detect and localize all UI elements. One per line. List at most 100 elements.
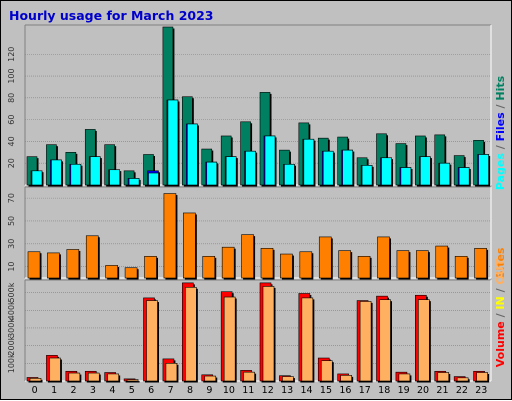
out-bar xyxy=(204,375,217,382)
panel-1-y-tick-label: 60 xyxy=(7,115,16,125)
x-tick-label: 22 xyxy=(456,385,468,396)
hits-bar xyxy=(400,167,412,186)
out-bar xyxy=(437,372,450,382)
legend-sites: Sites xyxy=(494,247,507,278)
out-bar xyxy=(185,287,197,382)
x-tick-label: 2 xyxy=(71,385,77,396)
x-tick-label: 17 xyxy=(359,385,371,396)
hits-bar xyxy=(187,123,198,186)
sites-bar xyxy=(357,256,371,279)
hits-bar xyxy=(322,150,334,186)
hits-bar xyxy=(264,135,276,186)
x-tick-label: 13 xyxy=(281,385,293,396)
hits-bar xyxy=(361,165,373,186)
panel-1-background xyxy=(25,25,491,185)
x-tick-label: 19 xyxy=(398,385,410,396)
legend-separator: / xyxy=(494,101,507,113)
x-tick-label: 23 xyxy=(475,385,487,396)
panel-2-y-tick-label: 30 xyxy=(7,239,16,249)
hits-bar xyxy=(284,163,295,186)
out-bar xyxy=(301,297,314,382)
legend-volume: Volume xyxy=(494,321,507,367)
panel-3-background xyxy=(25,280,491,381)
sites-bar xyxy=(260,248,274,279)
sites-bar xyxy=(124,267,138,279)
sites-bar xyxy=(241,234,254,279)
sites-bar xyxy=(396,250,410,279)
sites-bar xyxy=(163,193,177,279)
sites-bar xyxy=(47,252,60,279)
x-tick-label: 10 xyxy=(223,385,235,396)
legend-separator: / xyxy=(494,141,507,153)
out-bar xyxy=(476,372,488,382)
x-tick-label: 14 xyxy=(300,385,312,396)
out-bar xyxy=(320,360,333,382)
panel-3-y-tick-label: 100k xyxy=(7,353,16,373)
out-bar xyxy=(340,375,352,382)
legend-pages-files-hits: Pages / Files / Hits xyxy=(494,75,507,190)
out-bar xyxy=(68,372,81,382)
legend-separator: / xyxy=(494,285,507,297)
legend-pages: Pages xyxy=(494,153,507,191)
out-bar xyxy=(398,373,411,382)
hits-bar xyxy=(206,161,218,186)
x-tick-label: 21 xyxy=(436,385,448,396)
x-tick-label: 9 xyxy=(206,385,212,396)
hits-bar xyxy=(420,156,431,186)
hits-bar xyxy=(225,156,237,186)
x-tick-label: 11 xyxy=(242,385,254,396)
hits-bar xyxy=(245,150,256,186)
out-bar xyxy=(418,299,430,382)
x-tick-label: 4 xyxy=(109,385,115,396)
sites-bar xyxy=(318,236,332,279)
x-tick-label: 1 xyxy=(51,385,57,396)
hits-bar xyxy=(51,159,62,186)
panel-2-y-tick-label: 70 xyxy=(7,193,16,203)
sites-bar xyxy=(435,245,449,279)
sites-bar xyxy=(377,236,390,279)
out-bar xyxy=(223,296,236,382)
panel-1-y-tick-label: 20 xyxy=(7,158,16,168)
legend-in: IN xyxy=(494,296,507,309)
sites-bar xyxy=(299,251,313,279)
panel-1-y-tick-label: 40 xyxy=(7,136,16,146)
hits-bar xyxy=(148,172,159,186)
panel-1-y-tick-label: 80 xyxy=(7,93,16,103)
hits-bar xyxy=(89,156,101,186)
panel-1-y-tick-label: 120 xyxy=(7,47,16,62)
x-tick-label: 0 xyxy=(32,385,38,396)
x-tick-label: 6 xyxy=(148,385,154,396)
out-bar xyxy=(243,371,255,382)
legend-hits: Hits xyxy=(494,75,507,100)
x-tick-label: 16 xyxy=(339,385,351,396)
panel-2-y-tick-label: 10 xyxy=(7,261,16,271)
hits-bar xyxy=(458,167,470,186)
sites-bar xyxy=(416,250,429,279)
out-bar xyxy=(456,377,469,382)
hits-bar xyxy=(478,154,489,186)
out-bar xyxy=(282,376,294,382)
out-bar xyxy=(29,378,42,382)
out-bar xyxy=(107,373,119,382)
out-bar-shadow xyxy=(128,381,140,383)
chart-title: Hourly usage for March 2023 xyxy=(9,8,213,23)
hits-bar xyxy=(70,163,82,186)
sites-bar xyxy=(338,250,351,279)
x-tick-label: 20 xyxy=(417,385,429,396)
hits-bar xyxy=(303,138,315,186)
out-bar xyxy=(165,363,178,382)
hits-bar xyxy=(439,162,451,186)
x-tick-label: 18 xyxy=(378,385,390,396)
sites-bar xyxy=(183,212,196,279)
out-bar xyxy=(87,372,100,382)
panel-3-y-tick-label: 300k xyxy=(7,318,16,338)
x-tick-label: 8 xyxy=(187,385,193,396)
panel-3-y-tick-label: 200k xyxy=(7,335,16,355)
out-bar xyxy=(262,286,275,382)
sites-bar xyxy=(66,249,80,279)
sites-bar xyxy=(454,256,468,279)
x-tick-label: 3 xyxy=(90,385,96,396)
x-tick-label: 7 xyxy=(168,385,174,396)
legend-sites: Sites xyxy=(494,247,507,278)
